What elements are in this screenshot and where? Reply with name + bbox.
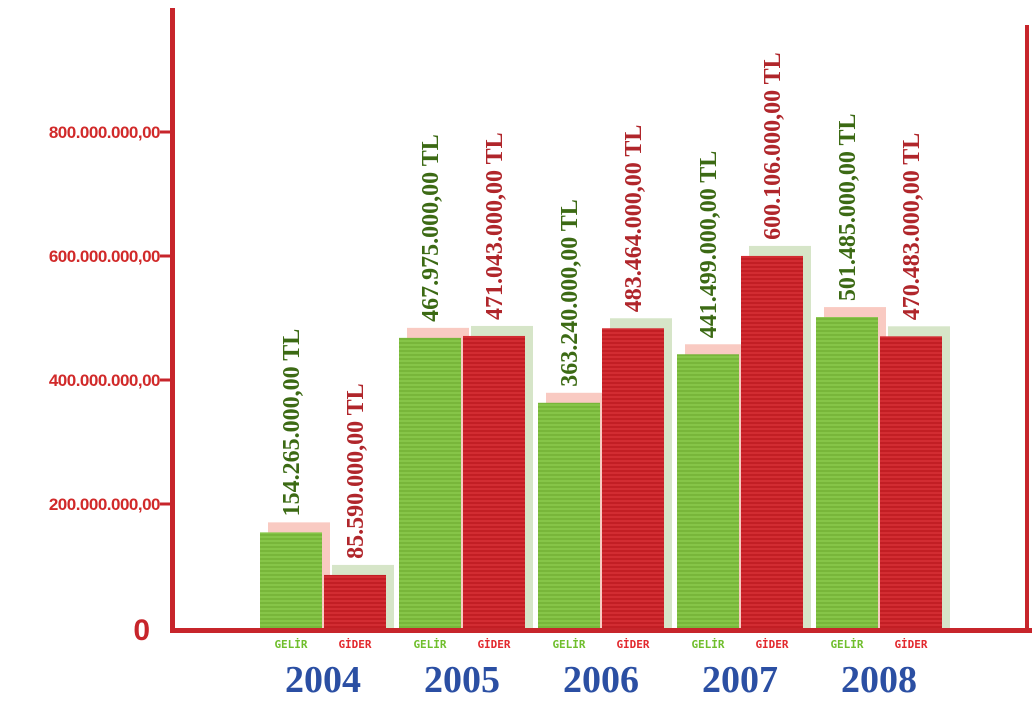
bar-gelir bbox=[816, 317, 878, 628]
bar-gider bbox=[602, 328, 664, 628]
sublabel-gider: GİDER bbox=[477, 637, 510, 651]
bar-gider bbox=[880, 336, 942, 628]
bar-value-label: 600.106.000,00 TL bbox=[760, 52, 786, 240]
y-tick-mark bbox=[160, 502, 172, 506]
year-label: 2006 bbox=[563, 659, 639, 701]
bar-gider bbox=[324, 574, 386, 628]
y-tick-mark bbox=[160, 130, 172, 134]
sublabel-gider: GİDER bbox=[616, 637, 649, 651]
sublabel-gelir: GELİR bbox=[691, 637, 724, 651]
bar-gelir bbox=[538, 402, 600, 628]
y-axis-line bbox=[170, 8, 175, 628]
sublabel-gider: GİDER bbox=[755, 637, 788, 651]
year-label: 2008 bbox=[841, 659, 917, 701]
bar-value-label: 471.043.000,00 TL bbox=[482, 132, 508, 320]
y-tick-mark bbox=[160, 378, 172, 382]
bar-gider bbox=[463, 335, 525, 628]
y-tick-label: 600.000.000,00 bbox=[49, 247, 160, 266]
sublabel-gelir: GELİR bbox=[552, 637, 585, 651]
sublabel-gider: GİDER bbox=[894, 637, 927, 651]
year-label: 2005 bbox=[424, 659, 500, 701]
y-tick-label: 400.000.000,00 bbox=[49, 371, 160, 390]
sublabel-gider: GİDER bbox=[338, 637, 371, 651]
sublabel-gelir: GELİR bbox=[413, 637, 446, 651]
sublabel-gelir: GELİR bbox=[830, 637, 863, 651]
year-label: 2007 bbox=[702, 659, 778, 701]
bar-value-label: 483.464.000,00 TL bbox=[621, 125, 647, 313]
x-axis-line bbox=[170, 628, 1032, 633]
y-tick-label: 800.000.000,00 bbox=[49, 123, 160, 142]
sublabel-gelir: GELİR bbox=[274, 637, 307, 651]
bar-value-label: 85.590.000,00 TL bbox=[343, 383, 369, 559]
bar-gelir bbox=[399, 337, 461, 628]
bar-gider bbox=[741, 255, 803, 629]
bar-value-label: 470.483.000,00 TL bbox=[899, 133, 925, 321]
right-border-line bbox=[1025, 25, 1029, 628]
bar-value-label: 154.265.000,00 TL bbox=[279, 329, 305, 517]
bar-value-label: 363.240.000,00 TL bbox=[557, 199, 583, 387]
y-tick-label: 0 bbox=[133, 614, 150, 647]
bar-value-label: 501.485.000,00 TL bbox=[835, 113, 861, 301]
y-tick-label: 200.000.000,00 bbox=[49, 495, 160, 514]
bar-value-label: 441.499.000,00 TL bbox=[696, 151, 722, 339]
bar-gelir bbox=[260, 532, 322, 628]
year-label: 2004 bbox=[285, 659, 361, 701]
y-tick-mark bbox=[160, 254, 172, 258]
bar-gelir bbox=[677, 354, 739, 628]
bar-value-label: 467.975.000,00 TL bbox=[418, 134, 444, 322]
